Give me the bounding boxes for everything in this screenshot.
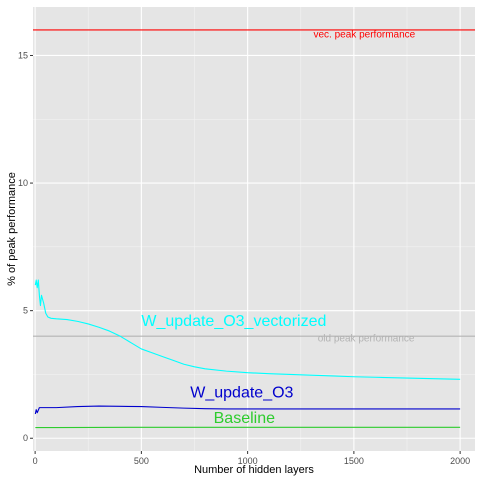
- series-line: [34, 405, 461, 415]
- annotation-label: old peak performance: [318, 333, 415, 344]
- annotation-label: W_update_O3: [190, 384, 293, 401]
- series-line: [34, 279, 461, 380]
- annotation-label: W_update_O3_vectorized: [141, 313, 326, 330]
- series-lines: [34, 279, 461, 429]
- plot-panel: [33, 7, 475, 451]
- y-tick-label: 15: [18, 50, 28, 60]
- y-tick-label: 5: [23, 306, 28, 316]
- x-tick-label: 0: [33, 456, 38, 466]
- x-tick-label: 1500: [344, 456, 364, 466]
- y-axis-title: % of peak performance: [6, 172, 18, 286]
- x-tick-label: 500: [134, 456, 149, 466]
- x-tick-label: 2000: [450, 456, 470, 466]
- axes: 0 500 1000 1500 2000 0 5 10 15: [18, 50, 470, 466]
- annotations: vec. peak performance old peak performanc…: [141, 30, 415, 427]
- reference-lines: [33, 29, 475, 337]
- x-tick-label: 1000: [238, 456, 258, 466]
- y-tick-label: 0: [23, 433, 28, 443]
- x-axis-title: Number of hidden layers: [194, 464, 314, 476]
- annotation-label: Baseline: [214, 410, 275, 427]
- annotation-label: vec. peak performance: [314, 30, 416, 41]
- y-tick-label: 10: [18, 178, 28, 188]
